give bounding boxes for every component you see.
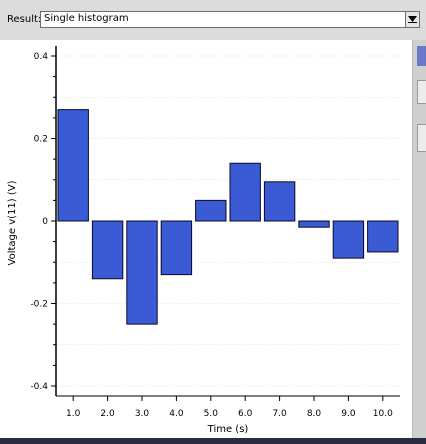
- strip-control-1[interactable]: [417, 80, 426, 104]
- histogram-bar: [195, 199, 227, 222]
- y-tick-label: 0.4: [34, 52, 49, 62]
- x-tick-label: 4.0: [169, 409, 184, 419]
- x-tick-label: 8.0: [307, 409, 322, 419]
- x-tick-label: 2.0: [100, 409, 115, 419]
- x-tick-label: 9.0: [341, 409, 356, 419]
- x-tick-label: 6.0: [238, 409, 253, 419]
- bars: [57, 109, 399, 325]
- histogram-bar: [160, 220, 193, 276]
- result-select-value: Single histogram: [44, 13, 129, 24]
- histogram-chart: 0.4 0.2 0 -0.2 -0.4 1.0 2.0 3.0 4.0 5.0 6.0 7.0 8.0…: [7, 46, 400, 435]
- y-tick-label: 0: [42, 217, 48, 227]
- y-tick-labels: 0.4 0.2 0 -0.2 -0.4: [30, 52, 56, 392]
- strip-tab[interactable]: [417, 46, 426, 66]
- histogram-bar: [367, 220, 399, 253]
- histogram-bar: [126, 220, 158, 325]
- histogram-bar: [91, 220, 124, 280]
- dropdown-button[interactable]: [405, 12, 419, 27]
- y-axis-label: Voltage v(11) (V): [7, 180, 18, 265]
- result-bar: Result: Single histogram: [0, 0, 426, 40]
- strip-control-2[interactable]: [417, 124, 426, 152]
- x-tick-labels: 1.0 2.0 3.0 4.0 5.0 6.0 7.0 8.0 9.0 10.0: [66, 396, 393, 419]
- x-tick-label: 5.0: [204, 409, 219, 419]
- histogram-bar: [332, 220, 365, 259]
- histogram-bar: [229, 162, 261, 222]
- y-tick-label: -0.4: [30, 382, 48, 392]
- histogram-bar: [57, 109, 89, 222]
- x-tick-label: 3.0: [135, 409, 150, 419]
- result-label: Result:: [7, 14, 42, 25]
- bottom-border: [0, 438, 426, 444]
- x-axis-label: Time (s): [207, 424, 249, 435]
- y-tick-label: 0.2: [34, 135, 48, 145]
- chevron-down-icon: [408, 16, 417, 23]
- y-tick-label: -0.2: [30, 300, 48, 310]
- x-tick-label: 7.0: [272, 409, 287, 419]
- x-tick-label: 10.0: [373, 409, 393, 419]
- x-tick-label: 1.0: [66, 409, 81, 419]
- result-select[interactable]: Single histogram: [40, 11, 420, 28]
- histogram-bar: [298, 220, 330, 228]
- right-side-strip: [413, 40, 426, 440]
- histogram-bar: [263, 181, 296, 222]
- chart-panel: 0.4 0.2 0 -0.2 -0.4 1.0 2.0 3.0 4.0 5.0 6.0 7.0 8.0…: [0, 40, 413, 440]
